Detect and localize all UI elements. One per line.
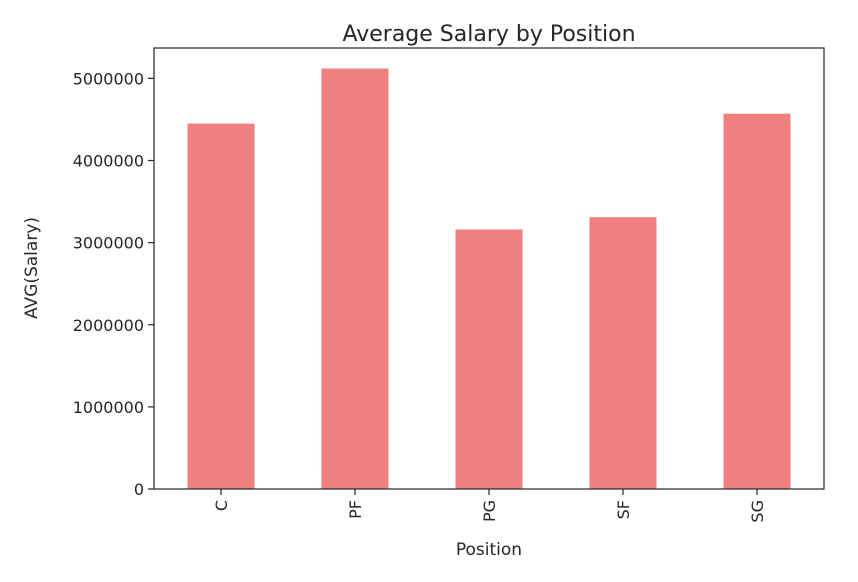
x-axis-label: Position	[456, 540, 522, 560]
bar-sf	[589, 217, 657, 489]
y-tick-label: 3000000	[73, 234, 144, 253]
y-tick-label: 4000000	[73, 152, 144, 171]
bar-pf	[321, 68, 389, 489]
y-tick-label: 1000000	[73, 398, 144, 417]
x-tick-label-sf: SF	[614, 500, 633, 519]
y-tick-label: 5000000	[73, 69, 144, 88]
x-tick-label-pf: PF	[346, 500, 365, 519]
x-tick-label-c: C	[212, 500, 231, 511]
bar-pg	[455, 229, 523, 489]
bar-sg	[723, 113, 791, 489]
y-axis: 0 1000000 2000000 3000000 4000000 5000000	[73, 69, 154, 499]
bar-c	[187, 123, 255, 489]
x-tick-label-sg: SG	[748, 500, 767, 523]
chart-title: Average Salary by Position	[342, 22, 635, 47]
plot-frame	[153, 47, 825, 490]
x-tick-label-pg: PG	[480, 500, 499, 522]
x-axis: C PF PG SF SG	[212, 489, 767, 523]
y-tick-label: 0	[134, 480, 144, 499]
y-axis-label: AVG(Salary)	[22, 217, 42, 319]
y-tick-label: 2000000	[73, 316, 144, 335]
bars-group	[187, 68, 791, 489]
